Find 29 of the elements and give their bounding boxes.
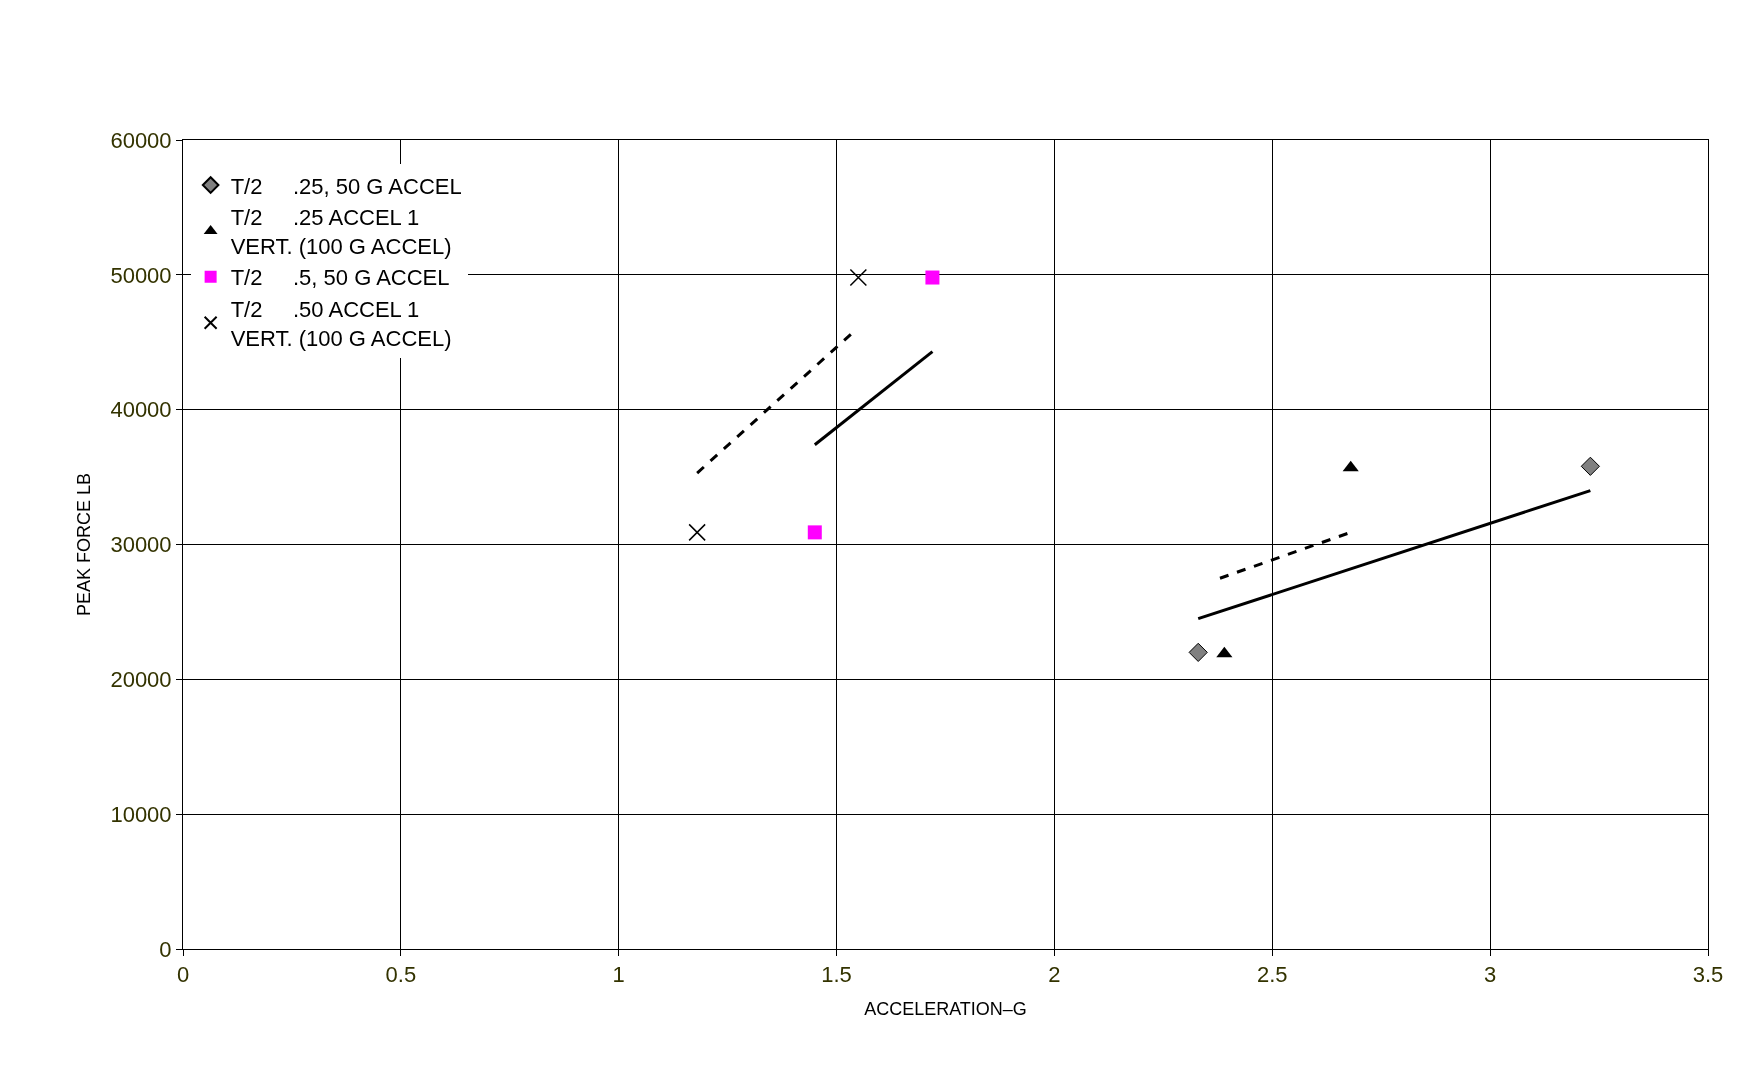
x-tick-label: 3 [1484, 962, 1497, 988]
y-tick-label: 40000 [110, 397, 172, 423]
y-tick-label: 50000 [110, 262, 172, 288]
legend-label: T/2 .25, 50 G ACCEL [230, 173, 462, 199]
y-tick-label: 60000 [110, 127, 172, 153]
x-tick-label: 3.5 [1692, 962, 1724, 988]
y-axis-title: PEAK FORCE LB [73, 472, 94, 617]
y-tick-label: 30000 [110, 532, 172, 558]
x-tick-label: 2.5 [1256, 962, 1288, 988]
x-tick-label: 1.5 [821, 962, 852, 988]
legend-label: T/2 .25 ACCEL 1 VERT. (100 G ACCEL) [230, 205, 452, 259]
x-tick-label: 0.5 [385, 962, 417, 988]
point [1216, 646, 1233, 658]
y-tick-label: 10000 [110, 801, 172, 827]
point [688, 523, 706, 542]
x-tick-label: 0 [176, 962, 190, 988]
point [925, 270, 940, 285]
point [807, 525, 822, 540]
legend-label: T/2 .5, 50 G ACCEL [230, 265, 450, 291]
x-axis-title: ACCELERATION–G [864, 998, 1027, 1019]
point [1188, 642, 1208, 662]
y-tick-label: 20000 [110, 667, 172, 693]
legend-label: T/2 .50 ACCEL 1 VERT. (100 G ACCEL) [230, 297, 452, 351]
point [849, 268, 868, 287]
y-tick-label: 0 [159, 936, 172, 962]
x-tick-label: 2 [1048, 962, 1061, 988]
point [1342, 460, 1359, 472]
x-tick-label: 1 [612, 962, 625, 988]
point [1580, 456, 1600, 476]
